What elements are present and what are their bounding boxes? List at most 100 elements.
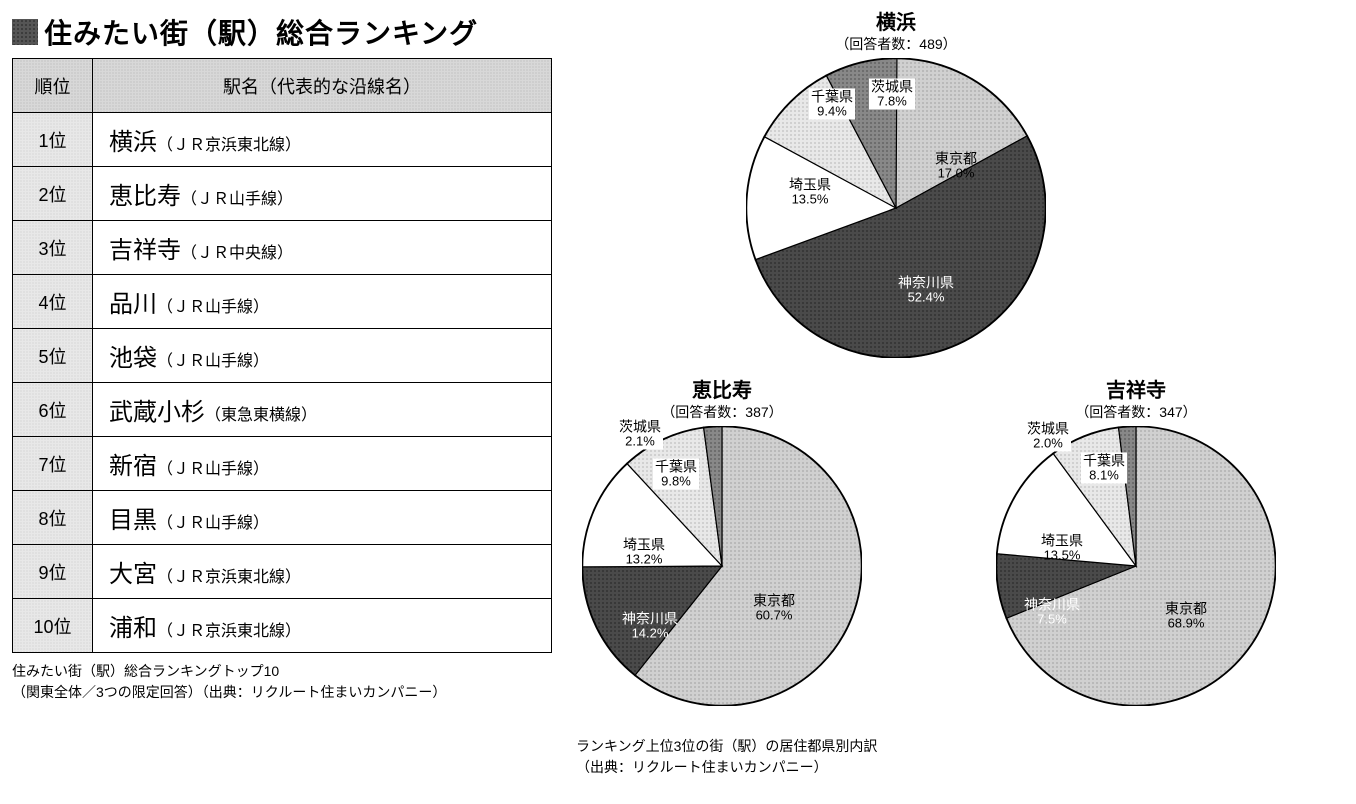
pie-slice-label-pct: 13.5% <box>1041 549 1083 564</box>
pie-slice-label-name: 茨城県 <box>871 78 913 94</box>
pie-slice-label-name: 東京都 <box>935 150 977 166</box>
pie-slice-label-pct: 9.8% <box>655 475 697 490</box>
pie-block-kichijoji: 吉祥寺（回答者数：347） 東京都68.9% 神奈川県7.5% 埼玉県13.5% 千葉県… <box>996 380 1276 706</box>
table-row: 2位恵比寿（ＪＲ山手線） <box>13 167 552 221</box>
pie-slice-label-pct: 2.1% <box>619 435 661 450</box>
rank-cell: 7位 <box>13 437 93 491</box>
station-cell: 池袋（ＪＲ山手線） <box>93 329 552 383</box>
pie-slice-label-saitama: 埼玉県13.5% <box>789 176 831 207</box>
pie-slice-label-ibaraki: 茨城県2.1% <box>617 418 663 449</box>
pie-column: 横浜（回答者数：489）東京都17.0%神奈川県52.4%埼玉県13.5%千葉県… <box>576 12 1344 778</box>
station-cell: 恵比寿（ＪＲ山手線） <box>93 167 552 221</box>
station-name: 目黒 <box>109 507 157 534</box>
station-cell: 大宮（ＪＲ京浜東北線） <box>93 545 552 599</box>
rank-cell: 9位 <box>13 545 93 599</box>
pie-slice-label-name: 茨城県 <box>1027 420 1069 436</box>
pie-wrap: 東京都60.7%神奈川県14.2%埼玉県13.2%千葉県9.8%茨城県2.1% <box>582 426 862 706</box>
right-caption: ランキング上位3位の街（駅）の居住都県別内訳 （出典：リクルート住まいカンパニー… <box>576 736 1344 778</box>
station-name: 大宮 <box>109 561 157 588</box>
ranking-header-station: 駅名（代表的な沿線名） <box>93 59 552 113</box>
left-caption: 住みたい街（駅）総合ランキングトップ10 （関東全体／3つの限定回答）（出典：リ… <box>12 661 552 703</box>
pie-chart-kichijoji <box>996 426 1276 706</box>
line-name: （ＪＲ山手線） <box>181 191 293 208</box>
table-row: 3位吉祥寺（ＪＲ中央線） <box>13 221 552 275</box>
station-name: 浦和 <box>109 615 157 642</box>
pie-subtitle: （回答者数：489） <box>746 34 1046 54</box>
title-marker-icon <box>12 19 38 45</box>
pie-wrap: 東京都17.0% 神奈川県52.4% 埼玉県13.5% 千葉県9.4% 茨城県7.8% <box>746 58 1046 358</box>
pie-area: 横浜（回答者数：489）東京都17.0%神奈川県52.4%埼玉県13.5%千葉県… <box>576 12 1344 732</box>
rank-cell: 6位 <box>13 383 93 437</box>
table-row: 9位大宮（ＪＲ京浜東北線） <box>13 545 552 599</box>
line-name: （ＪＲ京浜東北線） <box>157 137 301 154</box>
station-name: 吉祥寺 <box>109 237 181 264</box>
pie-slice-label-chiba: 千葉県9.8% <box>653 458 699 489</box>
pie-slice-label-pct: 60.7% <box>753 609 795 624</box>
pie-subtitle: （回答者数：347） <box>996 402 1276 422</box>
station-cell: 浦和（ＪＲ京浜東北線） <box>93 599 552 653</box>
pie-slice-label-kanagawa: 神奈川県14.2% <box>622 610 678 641</box>
pie-slice-label-pct: 9.4% <box>811 105 853 120</box>
rank-cell: 2位 <box>13 167 93 221</box>
pie-slice-label-name: 埼玉県 <box>1041 532 1083 548</box>
table-row: 8位目黒（ＪＲ山手線） <box>13 491 552 545</box>
pie-slice-label-ibaraki: 茨城県7.8% <box>869 78 915 109</box>
pie-block-ebisu: 恵比寿（回答者数：387）東京都60.7%神奈川県14.2%埼玉県13.2%千葉… <box>582 380 862 706</box>
station-name: 恵比寿 <box>109 183 181 210</box>
pie-slice-label-name: 東京都 <box>1165 600 1207 616</box>
pie-slice-label-name: 神奈川県 <box>622 610 678 626</box>
pie-slice-label-chiba: 千葉県8.1% <box>1081 452 1127 483</box>
left-caption-line1: 住みたい街（駅）総合ランキングトップ10 <box>12 661 552 682</box>
table-row: 6位武蔵小杉（東急東横線） <box>13 383 552 437</box>
pie-slice-label-name: 茨城県 <box>619 418 661 434</box>
pie-slice-label-name: 神奈川県 <box>1024 596 1080 612</box>
pie-slice-label-pct: 13.5% <box>789 193 831 208</box>
pie-slice-label-name: 千葉県 <box>811 88 853 104</box>
pie-slice-label-tokyo: 東京都68.9% <box>1165 600 1207 631</box>
pie-slice-label-pct: 7.5% <box>1024 613 1080 628</box>
right-caption-line1: ランキング上位3位の街（駅）の居住都県別内訳 <box>576 736 1344 757</box>
pie-slice-label-pct: 8.1% <box>1083 469 1125 484</box>
table-row: 4位品川（ＪＲ山手線） <box>13 275 552 329</box>
pie-slice-label-kanagawa: 神奈川県7.5% <box>1024 596 1080 627</box>
pie-block-yokohama: 横浜（回答者数：489）東京都17.0%神奈川県52.4%埼玉県13.5%千葉県… <box>746 12 1046 358</box>
station-cell: 新宿（ＪＲ山手線） <box>93 437 552 491</box>
left-caption-line2: （関東全体／3つの限定回答）（出典：リクルート住まいカンパニー） <box>12 682 552 703</box>
ranking-header-rank: 順位 <box>13 59 93 113</box>
rank-cell: 10位 <box>13 599 93 653</box>
table-row: 1位横浜（ＪＲ京浜東北線） <box>13 113 552 167</box>
pie-slice-label-name: 千葉県 <box>1083 452 1125 468</box>
pie-slice-label-name: 埼玉県 <box>623 536 665 552</box>
ranking-column: 住みたい街（駅）総合ランキング 順位 駅名（代表的な沿線名） 1位横浜（ＪＲ京浜… <box>12 12 552 778</box>
rank-cell: 1位 <box>13 113 93 167</box>
station-name: 品川 <box>109 291 157 318</box>
pie-slice-label-pct: 52.4% <box>898 291 954 306</box>
line-name: （東急東横線） <box>205 407 317 424</box>
line-name: （ＪＲ山手線） <box>157 353 269 370</box>
table-row: 5位池袋（ＪＲ山手線） <box>13 329 552 383</box>
pie-slice-label-name: 埼玉県 <box>789 176 831 192</box>
table-row: 7位新宿（ＪＲ山手線） <box>13 437 552 491</box>
pie-slice-label-pct: 14.2% <box>622 627 678 642</box>
station-cell: 目黒（ＪＲ山手線） <box>93 491 552 545</box>
pie-title: 吉祥寺 <box>996 380 1276 402</box>
pie-slice-label-tokyo: 東京都60.7% <box>753 592 795 623</box>
pie-slice-label-chiba: 千葉県9.4% <box>809 88 855 119</box>
station-cell: 武蔵小杉（東急東横線） <box>93 383 552 437</box>
line-name: （ＪＲ中央線） <box>181 245 293 262</box>
station-name: 横浜 <box>109 129 157 156</box>
page-title: 住みたい街（駅）総合ランキング <box>44 12 478 52</box>
line-name: （ＪＲ山手線） <box>157 461 269 478</box>
pie-slice-label-ibaraki: 茨城県2.0% <box>1025 420 1071 451</box>
pie-slice-label-kanagawa: 神奈川県52.4% <box>898 274 954 305</box>
station-name: 新宿 <box>109 453 157 480</box>
pie-title: 恵比寿 <box>582 380 862 402</box>
right-caption-line2: （出典：リクルート住まいカンパニー） <box>576 757 1344 778</box>
station-name: 武蔵小杉 <box>109 399 205 426</box>
pie-slice-label-pct: 2.0% <box>1027 437 1069 452</box>
line-name: （ＪＲ山手線） <box>157 515 269 532</box>
pie-slice-label-pct: 17.0% <box>935 167 977 182</box>
ranking-table: 順位 駅名（代表的な沿線名） 1位横浜（ＪＲ京浜東北線）2位恵比寿（ＪＲ山手線）… <box>12 58 552 653</box>
rank-cell: 5位 <box>13 329 93 383</box>
pie-slice-label-saitama: 埼玉県13.5% <box>1041 532 1083 563</box>
